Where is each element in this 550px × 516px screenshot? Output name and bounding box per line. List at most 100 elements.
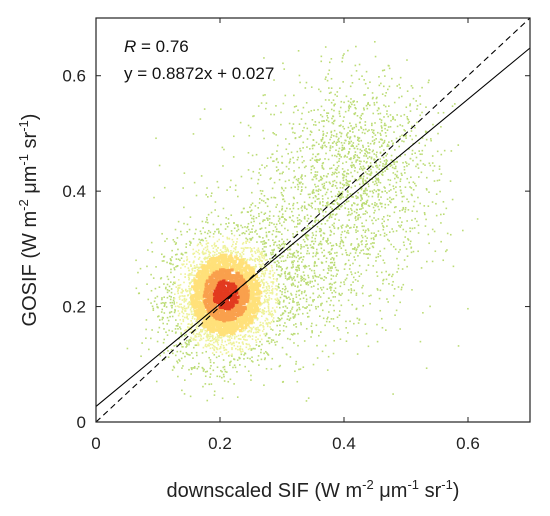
scatter-point [293,255,296,258]
scatter-point [258,364,260,366]
scatter-point [344,249,347,252]
scatter-point [377,253,380,255]
scatter-point [346,254,348,256]
scatter-point [271,233,274,236]
scatter-point [274,298,277,301]
scatter-point [433,230,436,233]
scatter-point [221,339,223,341]
scatter-point [306,312,309,314]
scatter-point [270,341,273,343]
scatter-point [411,149,414,152]
scatter-point [302,141,305,144]
scatter-point [267,354,270,356]
scatter-point [344,139,347,142]
scatter-point [399,248,401,251]
scatter-point [337,139,339,141]
scatter-point [266,289,269,291]
scatter-point [266,300,269,302]
scatter-point [216,250,218,252]
scatter-point [401,134,403,137]
scatter-point [301,189,303,191]
scatter-point [263,219,266,221]
scatter-point [204,288,208,292]
scatter-point [267,353,269,355]
scatter-point [367,183,370,185]
scatter-point [261,255,263,257]
scatter-point [218,256,222,260]
scatter-point [336,187,338,189]
scatter-point [181,310,183,313]
scatter-point [258,256,261,259]
scatter-point [227,339,229,341]
scatter-point [152,309,155,312]
scatter-point [249,214,252,217]
scatter-point [235,275,239,280]
scatter-point [326,237,329,240]
scatter-point [395,186,397,188]
scatter-point [302,265,305,268]
scatter-point [367,257,369,259]
scatter-point [265,292,268,295]
scatter-point [336,198,338,200]
scatter-point [312,190,314,192]
scatter-point [231,342,234,345]
scatter-point [319,230,322,233]
scatter-point [425,138,428,141]
scatter-point [185,243,188,245]
scatter-point [288,273,291,275]
scatter-point [415,184,417,187]
scatter-point [363,155,365,157]
scatter-point [380,145,383,148]
scatter-point [338,157,341,160]
scatter-point [347,126,350,129]
scatter-point [277,262,280,264]
scatter-point [300,118,303,120]
scatter-point [323,249,325,252]
scatter-point [334,296,336,298]
scatter-point [191,280,193,283]
scatter-point [352,276,355,279]
scatter-point [206,257,208,260]
scatter-point [220,369,222,372]
scatter-point [185,246,187,248]
scatter-point [272,160,274,163]
scatter-point [375,233,377,236]
scatter-point [295,268,297,271]
scatter-point [298,74,301,77]
scatter-point [391,166,394,169]
scatter-point [263,246,266,248]
scatter-point [245,247,248,249]
scatter-point [360,234,363,237]
scatter-point [333,264,335,266]
scatter-point [221,341,223,343]
scatter-point [230,327,234,332]
scatter-point [277,168,280,171]
scatter-point [331,146,334,148]
scatter-point [212,236,215,238]
scatter-point [155,380,158,383]
scatter-point [236,265,240,269]
scatter-point [330,318,333,320]
scatter-point [323,232,326,235]
scatter-point [215,253,218,256]
scatter-point [392,161,395,163]
scatter-point [296,158,299,161]
scatter-point [392,116,394,118]
scatter-point [262,322,264,324]
scatter-point [312,277,315,279]
scatter-point [326,219,329,222]
scatter-point [211,273,215,277]
scatter-point [373,242,375,244]
scatter-point [288,179,290,182]
scatter-point [178,312,181,315]
scatter-point [285,207,288,210]
scatter-point [314,260,316,263]
scatter-point [328,253,331,256]
scatter-point [246,293,250,297]
scatter-point [395,309,398,312]
scatter-point [251,300,255,304]
scatter-point [201,244,203,247]
scatter-point [166,334,169,336]
scatter-point [377,179,380,181]
scatter-point [236,230,238,232]
